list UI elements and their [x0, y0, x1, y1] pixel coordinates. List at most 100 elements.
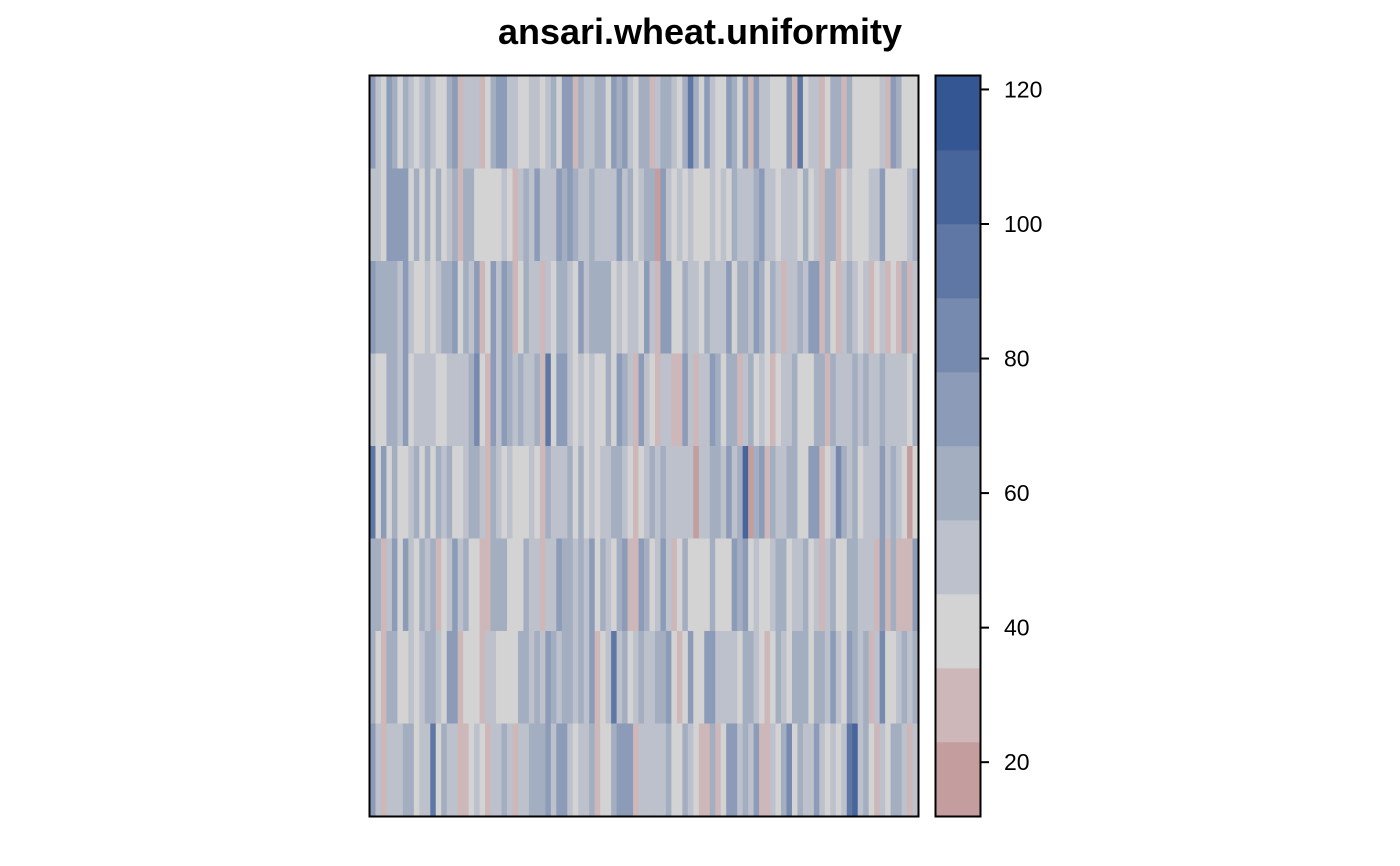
heatmap-cell — [457, 538, 464, 632]
heatmap-cell — [528, 446, 535, 539]
heatmap-cell — [715, 261, 722, 354]
heatmap-cell — [600, 631, 607, 724]
heatmap-cell — [660, 446, 667, 539]
heatmap-cell — [824, 538, 831, 632]
heatmap-cell — [759, 631, 765, 724]
heatmap-cell — [402, 723, 409, 817]
heatmap-cell — [907, 168, 913, 262]
heatmap-cell — [726, 76, 733, 169]
heatmap-cell — [846, 168, 853, 262]
heatmap-cell — [419, 631, 426, 724]
heatmap-cell — [446, 631, 453, 724]
heatmap-cell — [490, 631, 497, 724]
heatmap-cell — [408, 353, 415, 447]
heatmap-cell — [813, 631, 820, 724]
heatmap-cell — [868, 261, 875, 354]
heatmap-cell — [676, 353, 683, 447]
heatmap-cell — [370, 723, 376, 817]
heatmap-cell — [709, 168, 716, 262]
legend-tick-label: 80 — [1004, 346, 1030, 372]
heatmap-cell — [693, 631, 700, 724]
heatmap-cell — [698, 723, 705, 817]
heatmap-cell — [572, 76, 579, 169]
heatmap-cell — [775, 168, 782, 262]
heatmap-cell — [545, 631, 552, 724]
heatmap-cell — [446, 353, 453, 447]
heatmap-cell — [665, 631, 672, 724]
heatmap-cell — [545, 261, 552, 354]
heatmap-cell — [835, 261, 842, 354]
heatmap-cell — [693, 76, 700, 169]
heatmap-cell — [479, 353, 486, 447]
heatmap-cell — [380, 76, 387, 169]
heatmap-cell — [386, 168, 393, 262]
heatmap-cell — [781, 261, 787, 354]
heatmap-cell — [496, 446, 502, 539]
heatmap-cell — [676, 261, 683, 354]
heatmap-cell — [397, 353, 404, 447]
heatmap-cell — [874, 538, 881, 632]
heatmap-cell — [534, 538, 541, 632]
heatmap-cell — [748, 538, 754, 632]
heatmap-cell — [616, 631, 623, 724]
heatmap-cell — [676, 538, 683, 632]
heatmap-cell — [786, 261, 793, 354]
heatmap-cell — [704, 353, 711, 447]
heatmap-cell — [907, 538, 913, 632]
heatmap-cell — [868, 76, 875, 169]
legend-tick-label: 20 — [1004, 749, 1030, 775]
heatmap-cell — [775, 723, 782, 817]
heatmap-cell — [830, 261, 837, 354]
heatmap-cell — [885, 446, 891, 539]
heatmap-cell — [474, 446, 480, 539]
heatmap-cell — [885, 261, 891, 354]
heatmap-cell — [737, 168, 744, 262]
heatmap-cell — [441, 538, 448, 632]
heatmap-cell — [490, 538, 497, 632]
heatmap-cell — [863, 353, 870, 447]
heatmap-cell — [802, 723, 809, 817]
heatmap-cell — [704, 261, 711, 354]
legend-color-block — [936, 224, 980, 299]
heatmap-cell — [715, 353, 722, 447]
heatmap-cell — [446, 538, 453, 632]
heatmap-cell — [370, 446, 376, 539]
heatmap-cell — [753, 353, 760, 447]
heatmap-cell — [704, 168, 711, 262]
heatmap-cell — [408, 538, 415, 632]
heatmap-cell — [561, 631, 568, 724]
heatmap-cell — [802, 538, 809, 632]
heatmap-cell — [452, 723, 459, 817]
heatmap-cell — [704, 538, 711, 632]
heatmap-cell — [479, 261, 486, 354]
heatmap-cell — [589, 631, 596, 724]
heatmap-cell — [370, 538, 376, 632]
heatmap-cell — [507, 76, 513, 169]
heatmap-cell — [852, 261, 859, 354]
heatmap-cell — [528, 353, 535, 447]
heatmap-cell — [561, 168, 568, 262]
heatmap-cell — [435, 538, 442, 632]
heatmap-cell — [523, 76, 530, 169]
heatmap-cell — [709, 723, 716, 817]
heatmap-cell — [726, 261, 733, 354]
heatmap-cell — [633, 723, 639, 817]
heatmap-cell — [704, 631, 711, 724]
heatmap-cell — [430, 538, 437, 632]
heatmap-cell — [413, 723, 420, 817]
heatmap-cell — [687, 446, 694, 539]
heatmap-cell — [830, 168, 837, 262]
heatmap-cell — [441, 261, 448, 354]
heatmap-cell — [605, 76, 612, 169]
heatmap-cells — [370, 76, 919, 817]
heatmap-cell — [841, 76, 848, 169]
heatmap-cell — [380, 446, 387, 539]
heatmap-cell — [824, 631, 831, 724]
heatmap-cell — [627, 723, 634, 817]
heatmap-cell — [879, 76, 886, 169]
heatmap-cell — [594, 261, 601, 354]
heatmap-cell — [507, 168, 513, 262]
heatmap-cell — [731, 168, 738, 262]
heatmap-cell — [446, 168, 453, 262]
heatmap-cell — [649, 76, 656, 169]
